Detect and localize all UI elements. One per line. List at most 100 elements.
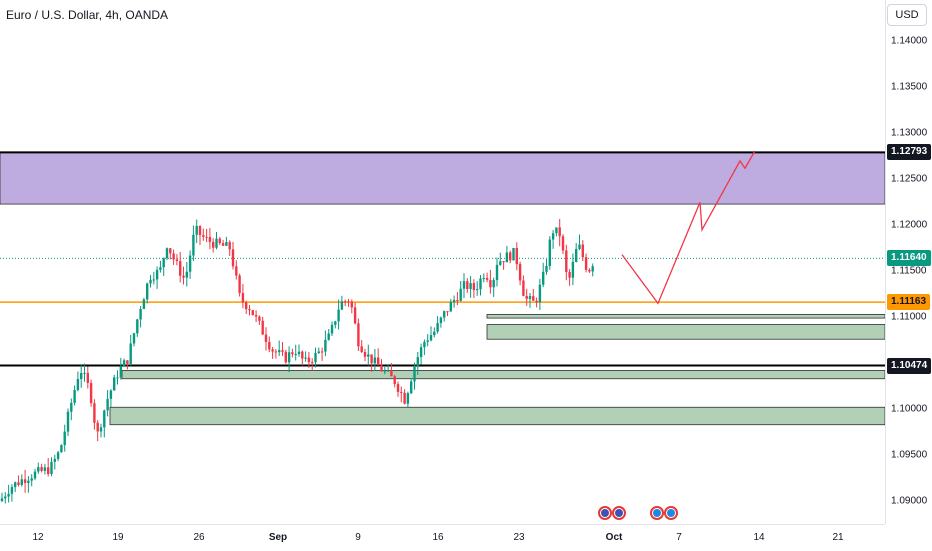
- candle-body: [528, 296, 532, 299]
- candle-body: [103, 410, 106, 428]
- candle-body: [76, 379, 80, 390]
- time-tick: 21: [832, 532, 844, 543]
- candle-body: [584, 257, 588, 270]
- candle-body: [423, 341, 426, 348]
- candle-body: [40, 467, 43, 471]
- candle-body: [165, 248, 169, 259]
- candle-body: [373, 357, 377, 364]
- green-support-zone-4: [109, 406, 885, 426]
- candle-body: [413, 365, 416, 382]
- candle-body: [499, 261, 502, 265]
- candle-body: [271, 349, 274, 352]
- time-scale[interactable]: [0, 524, 885, 551]
- candle-body: [344, 301, 347, 303]
- price-tick: 1.09000: [891, 495, 928, 507]
- candle-body: [400, 391, 403, 393]
- candle-body: [578, 244, 581, 250]
- candle-body: [571, 261, 575, 278]
- candle-body: [367, 354, 370, 357]
- candle-body: [188, 255, 192, 272]
- candle-body: [113, 377, 116, 391]
- candle-body: [324, 339, 327, 352]
- candle-body: [390, 370, 393, 377]
- eu-flag-event-icon[interactable]: [598, 506, 612, 520]
- candle-body: [73, 389, 76, 403]
- candle-body: [337, 309, 340, 322]
- candle-body: [27, 480, 30, 483]
- candle-body: [581, 244, 584, 258]
- candle-body: [212, 241, 215, 248]
- candle-body: [149, 279, 152, 284]
- candle-body: [238, 275, 241, 294]
- candle-body: [142, 299, 146, 310]
- candle-body: [56, 452, 60, 459]
- candle-body: [7, 493, 10, 497]
- candle-body: [281, 350, 284, 352]
- currency-button[interactable]: USD: [887, 4, 927, 26]
- projection-path: [621, 150, 756, 305]
- candle-body: [396, 384, 400, 392]
- candle-body: [86, 372, 89, 383]
- candle-body: [433, 331, 436, 336]
- candle-body: [525, 295, 528, 299]
- candle-body: [182, 275, 185, 278]
- candle-body: [179, 261, 182, 276]
- candle-body: [47, 467, 50, 475]
- candle-body: [20, 479, 23, 485]
- chart-plot-area[interactable]: [0, 0, 885, 524]
- candle-body: [66, 411, 70, 432]
- candle-body: [551, 233, 555, 240]
- candle-body: [485, 277, 489, 280]
- candle-body: [215, 238, 218, 248]
- candle-body: [221, 243, 225, 246]
- candle-body: [492, 279, 495, 288]
- candle-body: [96, 422, 99, 432]
- candle-body: [588, 269, 591, 272]
- candle-body: [254, 314, 258, 317]
- candle-body: [70, 402, 73, 412]
- candle-body: [251, 310, 254, 315]
- eu-flag-event-icon-2[interactable]: [612, 506, 626, 520]
- candle-body: [512, 247, 515, 261]
- purple-resistance-zone: [0, 151, 885, 205]
- candle-body: [532, 296, 535, 301]
- time-tick: 7: [676, 532, 682, 543]
- candle-body: [393, 376, 396, 385]
- candle-body: [340, 301, 344, 310]
- candle-body: [202, 235, 205, 237]
- candle-body: [363, 351, 367, 357]
- candle-body: [380, 365, 383, 372]
- candle-body: [489, 279, 492, 288]
- us-flag-event-icon-2[interactable]: [664, 506, 678, 520]
- candle-body: [50, 461, 53, 475]
- candle-body: [509, 252, 512, 261]
- candle-body: [136, 319, 139, 334]
- candle-body: [456, 300, 459, 302]
- price-scale[interactable]: [885, 0, 932, 524]
- us-flag-event-icon[interactable]: [650, 506, 664, 520]
- symbol-title[interactable]: Euro / U.S. Dollar, 4h, OANDA: [6, 8, 169, 22]
- candle-body: [443, 311, 446, 318]
- candle-body: [291, 352, 294, 355]
- candle-body: [538, 284, 542, 303]
- green-support-zone-2: [486, 324, 885, 340]
- price-tick: 1.10000: [891, 403, 928, 415]
- candle-body: [10, 487, 14, 494]
- candle-body: [495, 264, 499, 280]
- candle-body: [274, 351, 278, 353]
- candlestick-chart-svg[interactable]: [0, 0, 885, 524]
- candle-body: [155, 269, 159, 280]
- green-support-zone-3: [121, 370, 885, 380]
- candle-body: [33, 471, 37, 479]
- candle-body: [311, 362, 314, 364]
- candle-body: [231, 249, 235, 267]
- candle-body: [548, 239, 551, 266]
- candle-body: [43, 467, 47, 471]
- candle-body: [304, 357, 307, 359]
- candle-body: [0, 498, 4, 502]
- candle-body: [314, 353, 317, 363]
- candle-body: [568, 271, 571, 278]
- candle-body: [294, 354, 297, 356]
- price-badge: 1.12793: [887, 144, 932, 161]
